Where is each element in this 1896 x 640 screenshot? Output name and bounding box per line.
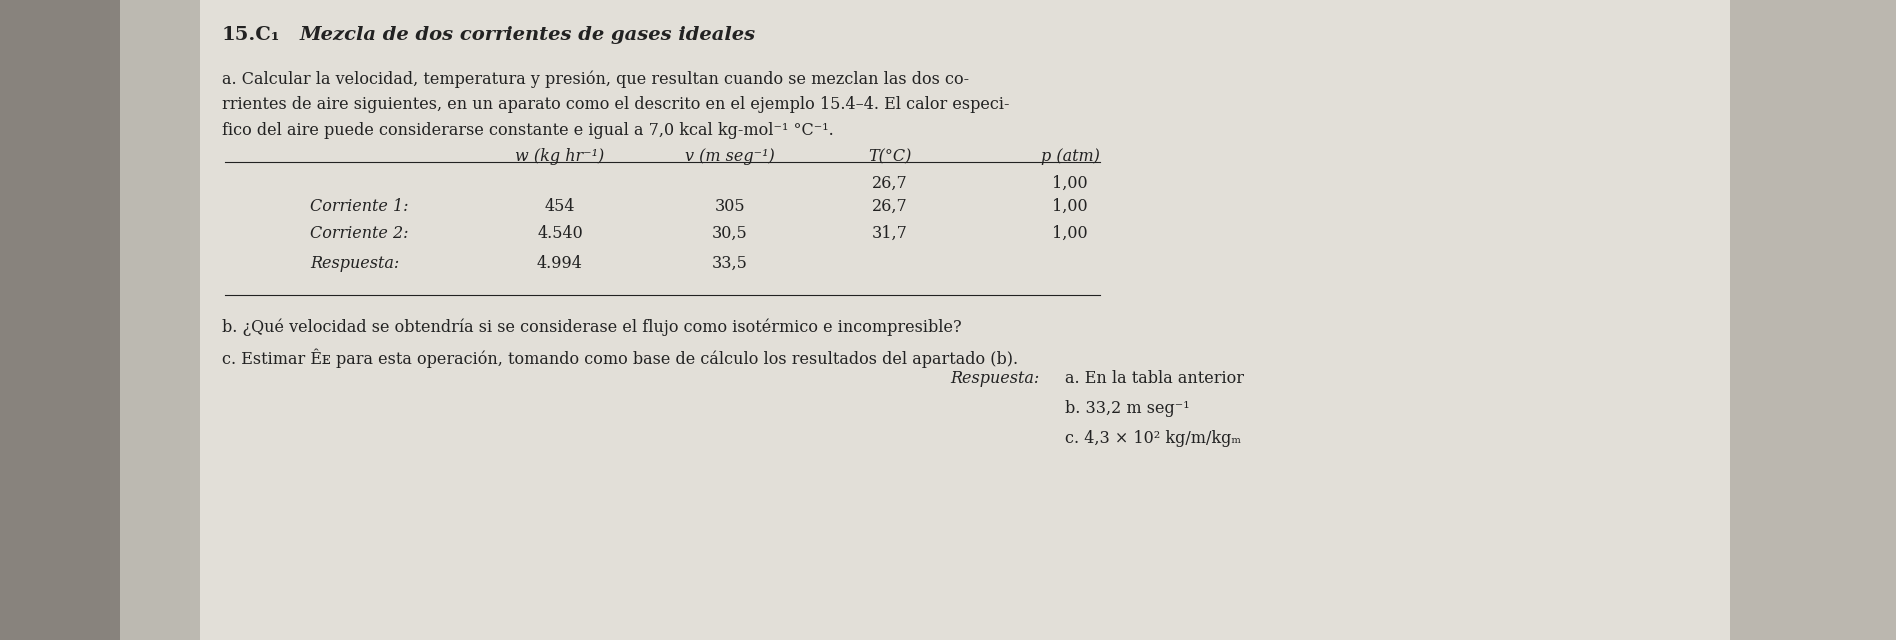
Text: v (m seg⁻¹): v (m seg⁻¹) [684,148,775,165]
Text: 4.994: 4.994 [537,255,582,272]
Text: Respuesta:: Respuesta: [311,255,400,272]
Text: 1,00: 1,00 [1052,175,1088,192]
Text: 26,7: 26,7 [872,175,908,192]
Text: c. Estimar Êᴇ para esta operación, tomando como base de cálculo los resultados d: c. Estimar Êᴇ para esta operación, toman… [222,348,1018,367]
Text: Corriente 2:: Corriente 2: [311,225,408,242]
Text: 1,00: 1,00 [1052,198,1088,215]
Text: 454: 454 [544,198,574,215]
Text: Respuesta:: Respuesta: [950,370,1039,387]
Text: 33,5: 33,5 [713,255,747,272]
Text: T(°C): T(°C) [868,148,912,165]
Text: w (kg hr⁻¹): w (kg hr⁻¹) [516,148,605,165]
Text: 1,00: 1,00 [1052,225,1088,242]
Text: 30,5: 30,5 [713,225,747,242]
Bar [199,0,1729,640]
Bar [119,0,199,640]
Text: b. ¿Qué velocidad se obtendría si se considerase el flujo como isotérmico e inco: b. ¿Qué velocidad se obtendría si se con… [222,318,961,335]
Text: 31,7: 31,7 [872,225,908,242]
Text: Corriente 1:: Corriente 1: [311,198,408,215]
Text: a. En la tabla anterior: a. En la tabla anterior [1066,370,1244,387]
Bar [1729,0,1896,640]
Text: a. Calcular la velocidad, temperatura y presión, que resultan cuando se mezclan : a. Calcular la velocidad, temperatura y … [222,70,969,88]
Text: c. 4,3 × 10² kg/m/kgₘ: c. 4,3 × 10² kg/m/kgₘ [1066,430,1242,447]
Text: p (atm): p (atm) [1041,148,1100,165]
Text: rrientes de aire siguientes, en un aparato como el descrito en el ejemplo 15.4–4: rrientes de aire siguientes, en un apara… [222,96,1009,113]
Text: Mezcla de dos corrientes de gases ideales: Mezcla de dos corrientes de gases ideale… [300,26,757,44]
Text: fico del aire puede considerarse constante e igual a 7,0 kcal kg-mol⁻¹ °C⁻¹.: fico del aire puede considerarse constan… [222,122,834,139]
Text: 305: 305 [715,198,745,215]
Text: 15.C₁: 15.C₁ [222,26,281,44]
Text: b. 33,2 m seg⁻¹: b. 33,2 m seg⁻¹ [1066,400,1189,417]
Text: 26,7: 26,7 [872,198,908,215]
Bar [0,0,119,640]
Text: 4.540: 4.540 [537,225,582,242]
